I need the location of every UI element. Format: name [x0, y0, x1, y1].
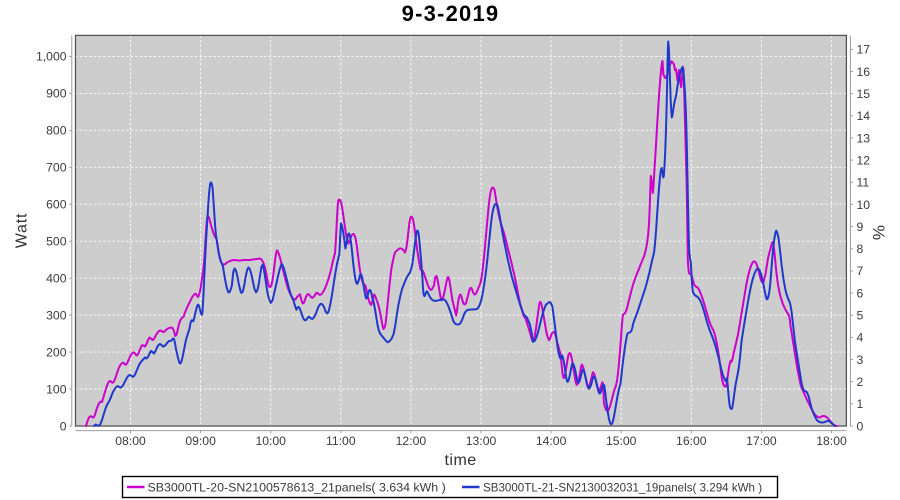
svg-text:500: 500 — [46, 235, 67, 249]
svg-text:SB3000TL-20-SN2100578613_21pan: SB3000TL-20-SN2100578613_21panels( 3.634… — [148, 481, 446, 495]
svg-text:3: 3 — [857, 353, 864, 367]
svg-text:%: % — [869, 225, 888, 240]
svg-text:16: 16 — [857, 65, 871, 79]
svg-text:7: 7 — [857, 264, 864, 278]
svg-text:1: 1 — [857, 397, 864, 411]
svg-text:4: 4 — [857, 331, 864, 345]
svg-text:900: 900 — [46, 87, 67, 101]
svg-text:6: 6 — [857, 286, 864, 300]
svg-text:18:00: 18:00 — [816, 434, 847, 448]
svg-text:600: 600 — [46, 198, 67, 212]
svg-text:1,000: 1,000 — [36, 50, 67, 64]
svg-text:17:00: 17:00 — [746, 434, 777, 448]
svg-text:0: 0 — [857, 419, 864, 433]
svg-text:9-3-2019: 9-3-2019 — [402, 1, 500, 26]
svg-text:12: 12 — [857, 153, 871, 167]
svg-text:9: 9 — [857, 220, 864, 234]
svg-text:10: 10 — [857, 198, 871, 212]
svg-text:SB3000TL-21-SN2130032031_19pan: SB3000TL-21-SN2130032031_19panels( 3.294… — [483, 482, 762, 495]
svg-text:5: 5 — [857, 309, 864, 323]
svg-text:09:00: 09:00 — [185, 434, 216, 448]
svg-text:15:00: 15:00 — [606, 434, 637, 448]
svg-text:700: 700 — [46, 161, 67, 175]
svg-text:08:00: 08:00 — [115, 434, 146, 448]
svg-text:400: 400 — [46, 272, 67, 286]
svg-text:0: 0 — [60, 419, 67, 433]
svg-text:11: 11 — [857, 176, 870, 190]
svg-text:time: time — [444, 452, 476, 469]
svg-text:13: 13 — [857, 131, 871, 145]
svg-text:12:00: 12:00 — [396, 434, 427, 448]
svg-text:Watt: Watt — [14, 213, 31, 249]
svg-text:10:00: 10:00 — [255, 434, 286, 448]
svg-text:2: 2 — [857, 375, 864, 389]
svg-text:15: 15 — [857, 87, 871, 101]
svg-text:8: 8 — [857, 242, 864, 256]
svg-text:11:00: 11:00 — [326, 434, 356, 448]
svg-text:200: 200 — [46, 345, 67, 359]
svg-text:17: 17 — [857, 43, 871, 57]
svg-text:800: 800 — [46, 124, 67, 138]
svg-text:100: 100 — [46, 382, 67, 396]
svg-text:14:00: 14:00 — [536, 434, 567, 448]
svg-text:300: 300 — [46, 308, 67, 322]
svg-text:14: 14 — [857, 109, 871, 123]
svg-text:13:00: 13:00 — [466, 434, 497, 448]
svg-text:16:00: 16:00 — [676, 434, 707, 448]
